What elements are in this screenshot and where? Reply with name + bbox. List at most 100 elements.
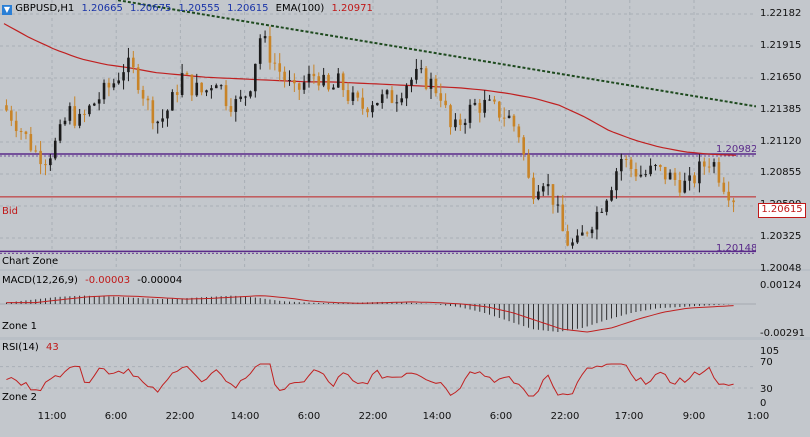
candle-body <box>717 162 721 183</box>
candle-body <box>97 99 101 104</box>
time-tick: 14:00 <box>230 411 260 422</box>
candle-body <box>683 180 687 193</box>
candle-body <box>624 158 628 160</box>
main-chart-pane[interactable]: ▼ GBPUSD,H1 1.20665 1.20675 1.20555 1.20… <box>0 0 757 269</box>
candle-body <box>73 106 77 126</box>
candle-body <box>390 90 394 103</box>
candle-body <box>161 118 164 122</box>
time-tick: 22:00 <box>550 411 580 422</box>
candle-body <box>229 106 233 112</box>
rsi-tick: 0 <box>760 398 767 409</box>
candle-body <box>234 99 238 112</box>
candle-body <box>527 154 530 178</box>
macd-tick: 0.00124 <box>760 280 802 291</box>
candle-body <box>117 80 120 84</box>
candle-body <box>605 200 608 212</box>
chart-zone-label: Chart Zone <box>2 256 59 267</box>
candle-body <box>732 200 735 203</box>
candle-body <box>156 121 160 124</box>
price-chart[interactable] <box>0 0 756 269</box>
candle-body <box>380 94 384 103</box>
candle-body <box>585 232 589 234</box>
candle-body <box>483 99 486 113</box>
macd-axis[interactable] <box>756 271 810 337</box>
candle-body <box>151 100 155 124</box>
price-tick: 1.20048 <box>760 263 802 274</box>
low-value: 1.20555 <box>178 3 220 14</box>
candle-body <box>702 161 706 167</box>
candle-body <box>166 110 169 119</box>
candle-body <box>302 82 306 90</box>
candle-body <box>312 73 316 77</box>
time-tick: 22:00 <box>358 411 388 422</box>
candle-body <box>146 98 150 101</box>
time-tick: 22:00 <box>165 411 195 422</box>
candle-body <box>29 134 33 151</box>
candle-body <box>141 89 145 99</box>
zone-2-label: Zone 2 <box>2 392 37 403</box>
macd-chart[interactable] <box>0 271 756 337</box>
candle-body <box>366 108 369 113</box>
candle-body <box>688 175 691 181</box>
candle-body <box>546 184 550 187</box>
rsi-axis[interactable] <box>756 340 810 408</box>
candle-body <box>668 172 672 180</box>
candle-body <box>654 165 657 167</box>
candle-body <box>185 73 189 75</box>
candle-body <box>214 85 218 89</box>
rsi-pane[interactable]: RSI(14) 43 Zone 2 <box>0 340 756 408</box>
candle-body <box>620 158 623 172</box>
candle-body <box>322 74 325 86</box>
candle-body <box>180 73 184 96</box>
candle-body <box>44 164 47 166</box>
candle-body <box>278 63 282 72</box>
candle-body <box>53 140 57 159</box>
candle-body <box>424 68 428 89</box>
candle-body <box>239 96 242 100</box>
candle-body <box>224 85 228 107</box>
time-tick: 6:00 <box>297 411 321 422</box>
candle-body <box>463 122 467 126</box>
price-axis[interactable] <box>756 0 810 269</box>
candle-body <box>195 82 199 96</box>
candle-body <box>644 174 648 176</box>
macd-pane[interactable]: MACD(12,26,9) -0.00003 -0.00004 Zone 1 <box>0 271 756 337</box>
candle-body <box>200 82 203 93</box>
candle-body <box>39 150 42 165</box>
open-value: 1.20665 <box>81 3 123 14</box>
trend-line <box>117 0 756 108</box>
time-axis[interactable] <box>0 408 810 437</box>
candle-body <box>444 100 447 106</box>
candle-body <box>659 165 662 167</box>
candle-body <box>263 36 267 39</box>
candle-body <box>127 57 130 73</box>
candle-body <box>566 231 569 246</box>
time-tick: 9:00 <box>682 411 706 422</box>
candle-body <box>707 166 711 168</box>
rsi-tick: 70 <box>760 357 773 368</box>
candle-body <box>307 73 311 83</box>
rsi-chart[interactable] <box>0 340 756 408</box>
macd-value-2: -0.00004 <box>137 275 183 286</box>
candle-body <box>254 63 257 92</box>
price-tick: 1.20855 <box>760 167 802 178</box>
candle-body <box>49 158 52 166</box>
rsi-value: 43 <box>45 342 59 353</box>
time-tick: 14:00 <box>422 411 452 422</box>
candle-body <box>537 191 540 200</box>
candle-body <box>395 102 399 104</box>
candle-body <box>429 78 433 89</box>
macd-tick: -0.00291 <box>760 328 805 339</box>
candle-body <box>468 104 472 123</box>
candle-body <box>112 83 116 88</box>
candle-body <box>434 78 438 94</box>
candle-body <box>219 85 223 87</box>
candle-body <box>317 76 321 86</box>
candle-body <box>210 88 213 91</box>
candle-body <box>454 119 457 128</box>
candle-body <box>727 191 730 201</box>
price-tick: 1.21120 <box>760 136 802 147</box>
candle-body <box>595 211 599 230</box>
candle-body <box>205 90 208 93</box>
candle-body <box>268 36 272 63</box>
